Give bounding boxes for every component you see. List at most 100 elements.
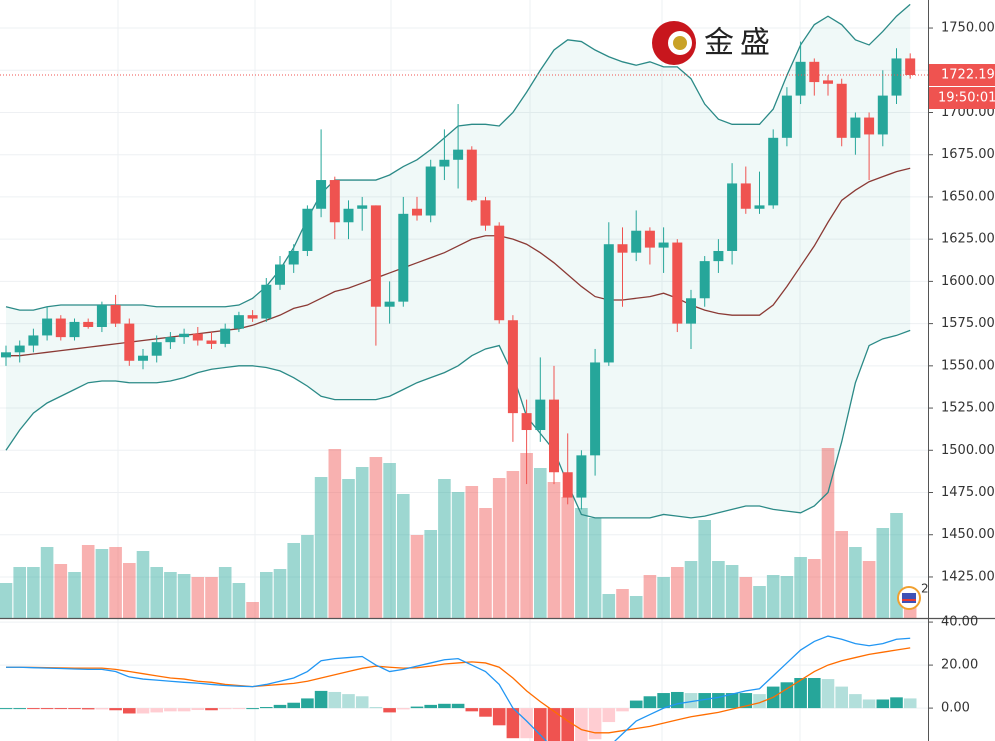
volume-bar — [808, 559, 821, 618]
candle-body — [96, 305, 107, 327]
candle-body — [507, 320, 518, 414]
macd-tick-label: 40.00 — [941, 615, 978, 630]
volume-bar — [150, 567, 163, 618]
candle-body — [754, 205, 765, 209]
macd-histogram-bar — [780, 682, 794, 709]
candle-body — [165, 337, 176, 343]
macd-histogram-bar — [616, 708, 629, 712]
macd-histogram-bar — [465, 708, 479, 712]
y-tick-label: 1525.00 — [941, 401, 995, 416]
macd-histogram-bar — [438, 703, 451, 709]
volume-bar — [698, 520, 711, 618]
macd-histogram-bar — [81, 708, 95, 710]
logo-dot — [673, 36, 687, 50]
macd-histogram-bar — [890, 697, 903, 709]
candle-body — [124, 323, 135, 361]
volume-bar — [739, 577, 753, 618]
candle-body — [658, 242, 669, 248]
y-tick-label: 1500.00 — [941, 443, 995, 458]
volume-bar — [479, 508, 492, 618]
countdown-box — [929, 87, 995, 110]
candle-body — [617, 244, 628, 253]
candle-body — [1, 352, 11, 358]
candle-body — [590, 362, 601, 456]
event-flag — [902, 593, 916, 603]
macd-histogram-bar — [534, 708, 547, 741]
volume-bar — [123, 563, 136, 618]
volume-bar — [506, 471, 520, 618]
volume-bar — [27, 567, 40, 618]
volume-bar — [397, 494, 410, 618]
candle-body — [14, 345, 25, 353]
macd-histogram-bar — [794, 677, 807, 709]
volume-bar — [575, 508, 588, 618]
volume-bar — [753, 586, 766, 618]
candle-body — [836, 83, 847, 138]
macd-histogram-bar — [451, 703, 465, 709]
volume-bar — [40, 547, 54, 618]
volume-bar — [684, 561, 698, 618]
macd-histogram-bar — [246, 708, 259, 710]
candle-body — [823, 80, 833, 84]
vertical-grid — [117, 0, 801, 741]
volume-bar — [438, 479, 451, 618]
candle-body — [316, 180, 327, 209]
macd-histogram-bar — [424, 704, 437, 709]
candle-body — [905, 58, 916, 76]
candle-body — [384, 301, 395, 307]
volume-bar — [465, 486, 479, 618]
candle-body — [864, 117, 875, 135]
macd-histogram-bar — [602, 708, 616, 723]
candle-body — [466, 149, 477, 201]
macd-histogram-bar — [671, 691, 684, 709]
macd-histogram-bar — [684, 693, 698, 709]
macd-histogram-bar — [575, 708, 588, 741]
axis-panel — [928, 0, 995, 741]
macd-histogram-bar — [561, 708, 574, 741]
volume-bar — [671, 567, 684, 618]
candle-body — [549, 399, 559, 473]
volume-bar — [712, 561, 725, 618]
macd-histogram-bar — [301, 698, 314, 709]
volume-bar — [561, 497, 574, 618]
candle-body — [699, 261, 710, 299]
macd-histogram-bar — [13, 708, 26, 710]
candle-body — [494, 225, 505, 321]
volume-bar — [164, 572, 177, 618]
candle-body — [809, 61, 820, 83]
volume-bar — [314, 477, 328, 618]
volume-bar — [218, 567, 232, 618]
volume-bar — [81, 545, 95, 618]
macd-signal-line — [6, 647, 911, 734]
macd-histogram-bar — [218, 708, 232, 710]
macd-histogram-bar — [588, 708, 602, 740]
macd-histogram-bar — [0, 708, 13, 710]
candle-body — [480, 200, 491, 226]
y-tick-label: 1450.00 — [941, 527, 995, 542]
macd-histogram-bar — [492, 708, 506, 726]
macd-histogram-bar — [397, 708, 410, 710]
macd-histogram-bar — [753, 694, 766, 709]
macd-histogram-bar — [68, 708, 81, 710]
bollinger-lower — [5, 329, 911, 519]
candle-body — [562, 472, 573, 498]
volume-bar — [246, 602, 259, 618]
candle-body — [261, 284, 272, 319]
macd-histogram-bar — [191, 708, 205, 711]
macd-histogram-bar — [739, 693, 753, 709]
candle-body — [398, 213, 409, 302]
candle-body — [343, 208, 354, 223]
macd-histogram-bar — [123, 708, 136, 714]
macd-histogram-bar — [369, 707, 383, 709]
volume-bar — [205, 577, 218, 618]
volume-bar — [534, 468, 547, 618]
candle-body — [727, 183, 738, 251]
macd-histogram-bar — [328, 691, 342, 709]
candle-body — [329, 180, 340, 223]
volume-bar — [342, 479, 355, 618]
volume-bar — [191, 577, 205, 618]
volume-bar — [369, 457, 383, 618]
candle-body — [192, 333, 203, 341]
